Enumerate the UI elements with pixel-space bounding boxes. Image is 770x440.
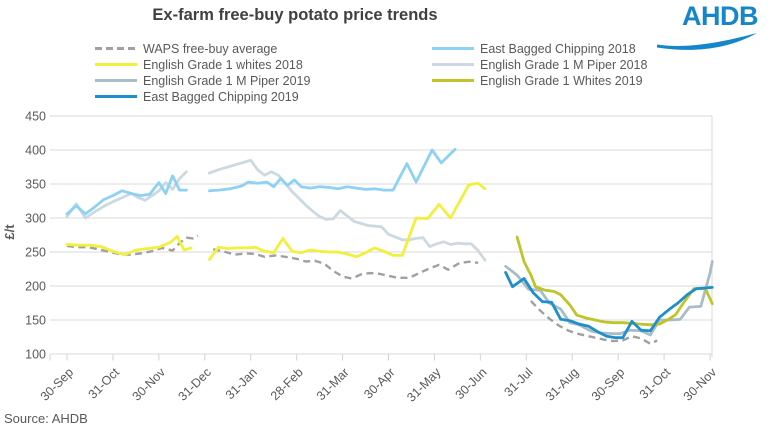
- legend-label-english-grade-1-whites-2019: English Grade 1 Whites 2019: [480, 73, 643, 88]
- x-tick-label: 30-Nov: [681, 365, 720, 404]
- series-east-bagged-chipping-2019: [504, 270, 714, 340]
- legend-item-east-bagged-chipping-2018: East Bagged Chipping 2018: [432, 41, 705, 56]
- series-english-grade-1-whites-2019: [515, 235, 714, 327]
- legend-label-waps-free-buy-average: WAPS free-buy average: [143, 41, 278, 56]
- x-tick-label: 30-Apr: [361, 365, 397, 401]
- legend-label-english-grade-1-m-piper-2018: English Grade 1 M Piper 2018: [480, 57, 648, 72]
- y-tick-label: 400: [25, 144, 46, 158]
- legend-item-english-grade-1-whites-2018: English Grade 1 whites 2018: [95, 57, 432, 72]
- legend-label-english-grade-1-whites-2018: English Grade 1 whites 2018: [143, 57, 303, 72]
- legend-item-english-grade-1-m-piper-2019: English Grade 1 M Piper 2019: [95, 73, 432, 88]
- y-axis-title: £/t: [2, 224, 17, 240]
- legend-label-east-bagged-chipping-2018: East Bagged Chipping 2018: [480, 41, 636, 56]
- legend-item-english-grade-1-m-piper-2018: English Grade 1 M Piper 2018: [432, 57, 705, 72]
- series-waps-free-buy-average: [66, 234, 199, 256]
- legend-label-east-bagged-chipping-2019: East Bagged Chipping 2019: [143, 89, 299, 104]
- x-tick-label: 31-Mar: [314, 365, 352, 403]
- x-tick-label: 31-Aug: [543, 365, 581, 403]
- legend-item-east-bagged-chipping-2019: East Bagged Chipping 2019: [95, 89, 432, 104]
- x-tick-label: 30-Jun: [453, 365, 490, 402]
- x-tick-label: 30-Sep: [38, 365, 76, 403]
- legend-swatch-english-grade-1-m-piper-2018: [432, 63, 474, 66]
- y-tick-label: 150: [25, 314, 46, 328]
- series-english-grade-1-m-piper-2019: [504, 260, 714, 337]
- series-waps-free-buy-average: [530, 300, 658, 345]
- page-title: Ex-farm free-buy potato price trends: [152, 6, 438, 24]
- x-tick-label: 31-Jul: [501, 365, 535, 399]
- series-english-grade-1-m-piper-2018: [65, 170, 188, 220]
- legend-swatch-english-grade-1-whites-2019: [432, 79, 474, 82]
- legend-swatch-waps-free-buy-average: [95, 47, 137, 50]
- legend-swatch-english-grade-1-m-piper-2019: [95, 79, 137, 82]
- legend-label-english-grade-1-m-piper-2019: English Grade 1 M Piper 2019: [143, 73, 311, 88]
- series-english-grade-1-whites-2018: [65, 234, 193, 257]
- ahdb-logo: AHDB: [656, 1, 759, 51]
- x-tick-label: 30-Sep: [589, 365, 627, 403]
- x-tick-label: 31-Oct: [86, 365, 123, 402]
- legend-swatch-east-bagged-chipping-2018: [432, 47, 474, 50]
- x-tick-label: 31-Oct: [637, 365, 674, 402]
- source-text: Source: AHDB: [4, 411, 88, 426]
- y-tick-label: 200: [25, 280, 46, 294]
- series-waps-free-buy-average: [212, 248, 479, 280]
- y-tick-label: 300: [25, 212, 46, 226]
- legend-swatch-east-bagged-chipping-2019: [95, 95, 137, 98]
- legend-swatch-english-grade-1-whites-2018: [95, 63, 137, 66]
- x-tick-label: 31-Jan: [223, 365, 260, 402]
- chart-legend: WAPS free-buy average East Bagged Chippin…: [95, 41, 705, 104]
- series-east-bagged-chipping-2018: [65, 174, 188, 216]
- y-tick-label: 450: [25, 110, 46, 124]
- x-tick-label: 28-Feb: [268, 365, 306, 403]
- x-tick-label: 31-May: [404, 365, 444, 405]
- x-tick-label: 30-Nov: [130, 365, 169, 404]
- ahdb-logo-wave-icon: [657, 33, 757, 50]
- series-english-grade-1-m-piper-2018: [207, 158, 487, 262]
- legend-item-english-grade-1-whites-2019: English Grade 1 Whites 2019: [432, 73, 705, 88]
- ahdb-logo-text: AHDB: [682, 1, 759, 31]
- series-east-bagged-chipping-2018: [207, 147, 457, 193]
- y-tick-label: 100: [25, 348, 46, 362]
- series-english-grade-1-whites-2018: [207, 181, 487, 261]
- x-tick-label: 31-Dec: [176, 365, 214, 403]
- y-tick-label: 350: [25, 178, 46, 192]
- y-tick-label: 250: [25, 246, 46, 260]
- legend-item-waps-free-buy-average: WAPS free-buy average: [95, 41, 432, 56]
